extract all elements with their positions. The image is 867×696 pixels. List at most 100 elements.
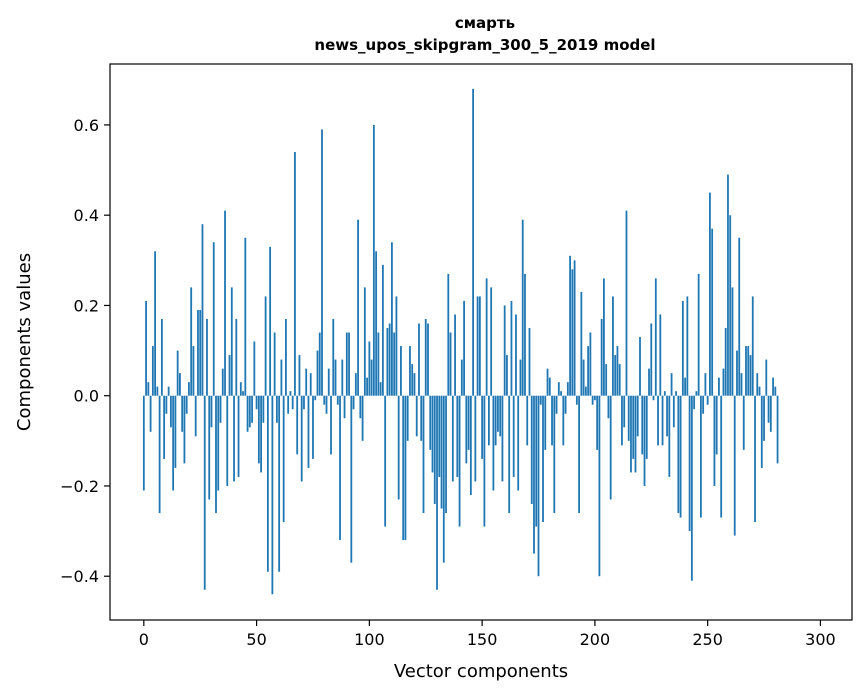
bar-component-228: [657, 395, 659, 446]
chart-title: смарть: [455, 14, 515, 32]
bar-component-130: [436, 395, 438, 590]
bar-component-250: [706, 395, 709, 405]
bar-component-145: [469, 395, 472, 495]
x-tick-label: 50: [246, 630, 266, 649]
bar-component-227: [654, 278, 657, 396]
bar-component-67: [294, 152, 296, 396]
bar-component-170: [526, 395, 529, 446]
y-axis-ticks: −0.4 −0.2 0.0 0.2 0.4 0.6: [60, 116, 110, 586]
bar-component-280: [774, 386, 777, 396]
bar-component-31: [212, 242, 215, 396]
bar-component-161: [506, 355, 508, 396]
y-tick-label: −0.2: [60, 477, 99, 496]
bar-component-196: [584, 386, 587, 396]
bar-component-58: [273, 332, 276, 396]
bar-component-240: [684, 377, 686, 396]
bar-component-27: [203, 395, 206, 590]
bar-component-149: [478, 296, 481, 396]
bar-component-239: [681, 300, 684, 396]
bar-component-259: [727, 174, 729, 396]
y-tick-label: 0.2: [74, 296, 99, 315]
bar-component-270: [751, 296, 754, 396]
bar-component-47: [248, 395, 251, 428]
bar-component-110: [391, 242, 393, 396]
bar-component-91: [348, 332, 350, 396]
bar-component-177: [542, 395, 544, 523]
bar-component-85: [334, 359, 337, 396]
bar-component-158: [499, 395, 502, 437]
bar-component-162: [508, 395, 511, 514]
bar-component-75: [312, 395, 314, 459]
bar-component-224: [648, 368, 650, 396]
bar-component-256: [720, 395, 723, 518]
bar-component-66: [291, 395, 294, 410]
x-tick-label: 300: [805, 630, 836, 649]
bar-component-153: [487, 395, 490, 446]
bar-component-141: [460, 359, 463, 396]
bar-component-79: [321, 129, 323, 396]
bar-component-248: [702, 395, 705, 414]
bar-component-143: [465, 395, 468, 464]
bar-component-44: [242, 391, 244, 396]
bar-component-12: [169, 395, 172, 428]
bar-component-117: [406, 395, 409, 441]
bar-component-166: [517, 395, 520, 491]
bar-component-118: [409, 346, 411, 396]
bar-component-111: [393, 332, 396, 396]
bar-component-156: [494, 395, 497, 446]
bar-component-216: [630, 395, 632, 473]
bar-component-260: [729, 215, 732, 396]
bar-component-5: [154, 251, 156, 396]
bar-component-279: [772, 377, 774, 396]
bar-component-106: [381, 264, 384, 396]
bar-component-159: [501, 395, 504, 482]
x-tick-label: 250: [692, 630, 723, 649]
bar-component-222: [643, 395, 646, 486]
bar-component-49: [253, 341, 256, 396]
bar-component-187: [564, 395, 567, 414]
bar-component-125: [424, 318, 427, 396]
bar-component-194: [580, 291, 583, 396]
bar-component-135: [447, 273, 450, 396]
bar-component-56: [269, 246, 272, 396]
bar-component-192: [575, 395, 578, 405]
bar-component-214: [625, 210, 628, 396]
bar-component-210: [616, 346, 619, 396]
bar-component-277: [767, 395, 770, 423]
bar-component-116: [404, 395, 407, 541]
bar-component-230: [661, 395, 664, 446]
bar-component-219: [636, 395, 639, 437]
bar-component-157: [497, 395, 499, 432]
bar-component-139: [456, 395, 459, 477]
bar-component-11: [167, 386, 170, 396]
x-axis-label: Vector components: [394, 661, 568, 682]
bar-component-182: [553, 395, 556, 514]
bar-component-243: [690, 395, 693, 581]
bar-component-154: [490, 287, 493, 396]
bar-component-261: [731, 287, 734, 396]
bar-component-191: [573, 260, 576, 396]
bar-component-199: [591, 395, 594, 405]
bar-component-76: [314, 395, 317, 401]
bar-component-127: [429, 395, 432, 450]
bar-component-123: [420, 395, 423, 441]
bar-component-144: [467, 395, 470, 450]
bar-component-20: [188, 382, 190, 396]
bar-component-232: [666, 395, 668, 437]
bar-component-241: [686, 296, 689, 396]
bar-component-98: [363, 287, 366, 396]
bar-component-72: [305, 368, 308, 396]
bar-component-73: [307, 395, 310, 468]
bar-component-234: [670, 373, 673, 396]
bar-component-178: [544, 395, 547, 450]
bar-component-273: [758, 386, 761, 396]
y-tick-label: −0.4: [60, 567, 99, 586]
bar-component-244: [693, 395, 696, 410]
bar-component-10: [165, 395, 168, 414]
bar-component-204: [603, 278, 605, 396]
bar-component-133: [442, 395, 445, 563]
bar-component-112: [395, 296, 398, 396]
bar-component-246: [697, 273, 700, 396]
bar-component-28: [206, 318, 208, 396]
bar-component-1: [145, 300, 147, 396]
